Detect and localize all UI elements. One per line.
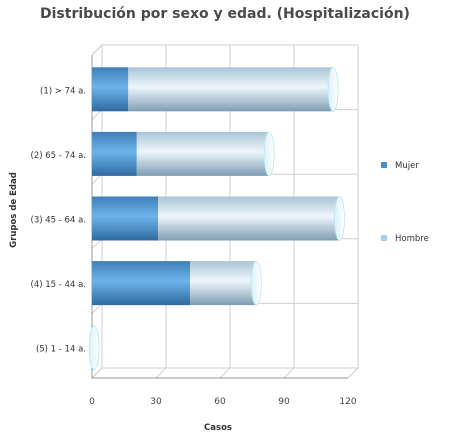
x-tick-label: 30 [150, 397, 162, 407]
floor-gridline [219, 367, 231, 379]
x-tick-label: 0 [89, 397, 95, 407]
x-axis-title: Casos [204, 423, 232, 433]
legend-label-mujer: Mujer [395, 161, 419, 171]
bar-hombre-1 [128, 67, 334, 112]
bars [88, 66, 345, 371]
bar-end-cap-3 [334, 196, 345, 241]
bar-hombre-4 [190, 261, 257, 306]
chart-title: Distribución por sexo y edad. (Hospitali… [40, 6, 410, 22]
y-tick-label: (3) 45 - 64 a. [31, 216, 86, 226]
y-tick-label: (5) 1 - 14 a. [36, 345, 86, 355]
legend-swatch-hombre [381, 235, 387, 241]
bar-mujer-3 [92, 196, 159, 241]
y-tick-label: (2) 65 - 74 a. [31, 151, 86, 161]
x-tick-label: 120 [339, 397, 356, 407]
bar-mujer-1 [92, 67, 129, 112]
y-tick-label: (1) > 74 a. [40, 86, 86, 96]
y-tick-label: (4) 15 - 44 a. [31, 280, 86, 290]
bar-end-cap-4 [250, 260, 262, 306]
floor-gridline [347, 367, 359, 379]
legend-swatch-mujer [381, 162, 387, 168]
y-axis-title: Grupos de Edad [9, 172, 19, 248]
bar-end-cap-1 [327, 66, 339, 112]
floor-gridline [155, 367, 167, 379]
side-gridline [91, 44, 103, 56]
axis-labels: (1) > 74 a. (2) 65 - 74 a. (3) 45 - 64 a. (… [9, 86, 357, 433]
side-gridline [91, 367, 103, 379]
legend: Mujer Hombre [381, 161, 429, 244]
bar-hombre-2 [136, 131, 270, 176]
bar-hombre-3 [158, 196, 340, 241]
x-tick-label: 90 [278, 397, 290, 407]
bar-end-cap-2 [263, 131, 275, 177]
bar-end-cap-5 [88, 325, 100, 371]
x-tick-label: 60 [214, 397, 226, 407]
bar-mujer-4 [92, 261, 191, 306]
bar-mujer-2 [92, 131, 137, 176]
legend-label-hombre: Hombre [395, 234, 429, 244]
floor-gridline [283, 367, 295, 379]
